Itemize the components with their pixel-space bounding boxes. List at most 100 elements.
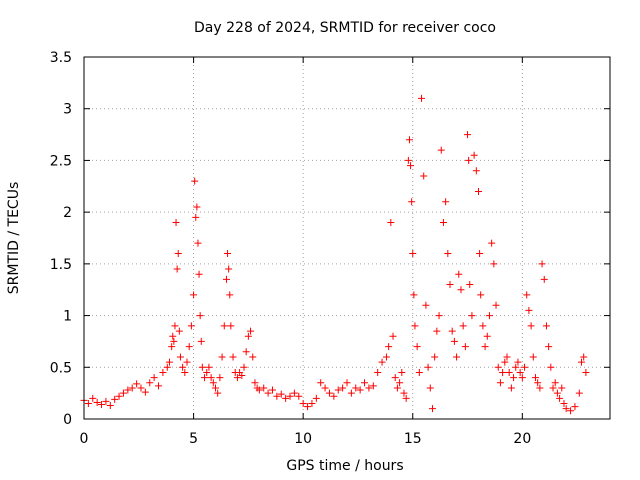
data-point — [137, 384, 145, 392]
data-point — [179, 363, 187, 371]
data-point — [485, 312, 493, 320]
data-point — [396, 379, 404, 387]
data-point — [551, 379, 559, 387]
data-point — [233, 374, 241, 382]
y-tick-label: 3 — [63, 102, 72, 118]
data-point — [466, 281, 474, 289]
data-point — [490, 260, 498, 268]
data-point — [111, 395, 119, 403]
data-point — [185, 343, 193, 351]
data-point — [531, 374, 539, 382]
y-tick-label: 1.5 — [50, 257, 72, 273]
data-point — [503, 353, 511, 361]
data-point — [361, 379, 369, 387]
y-axis-label: SRMTID / TECUs — [6, 182, 22, 295]
data-point — [538, 260, 546, 268]
data-point — [536, 384, 544, 392]
data-point — [242, 348, 250, 356]
data-point — [409, 250, 417, 258]
data-point — [339, 384, 347, 392]
data-point — [216, 374, 224, 382]
data-point — [190, 291, 198, 299]
data-point — [141, 388, 149, 396]
data-point — [450, 337, 458, 345]
data-point — [556, 394, 564, 402]
data-point — [119, 389, 127, 397]
data-point — [540, 275, 548, 283]
data-point — [181, 368, 189, 376]
data-point — [459, 322, 467, 330]
data-point — [422, 301, 430, 309]
data-point — [433, 327, 441, 335]
data-point — [174, 250, 182, 258]
data-point — [187, 322, 195, 330]
data-point — [334, 386, 342, 394]
data-point — [496, 379, 504, 387]
y-tick-label: 1 — [63, 309, 72, 325]
data-point — [385, 343, 393, 351]
data-point — [173, 265, 181, 273]
data-point — [439, 218, 447, 226]
data-point — [224, 250, 232, 258]
data-point — [578, 358, 586, 366]
data-point — [483, 332, 491, 340]
data-point — [150, 374, 158, 382]
data-point — [212, 384, 219, 392]
data-point — [146, 379, 154, 387]
data-point — [159, 368, 167, 376]
data-point — [128, 384, 136, 392]
data-point — [369, 382, 377, 390]
data-point — [407, 162, 415, 170]
data-point — [558, 384, 566, 392]
data-point — [227, 322, 235, 330]
data-point — [317, 379, 325, 387]
data-point — [106, 402, 114, 410]
data-point — [494, 363, 502, 371]
data-point — [525, 306, 533, 314]
data-point — [268, 386, 276, 394]
data-point — [523, 291, 531, 299]
data-point — [299, 399, 307, 407]
data-point — [374, 368, 382, 376]
data-point — [542, 322, 550, 330]
data-point — [207, 374, 215, 382]
data-point — [472, 167, 480, 175]
y-tick-label: 2.5 — [50, 153, 72, 169]
data-point — [240, 363, 248, 371]
data-point — [238, 372, 246, 380]
chart-title: Day 228 of 2024, SRMTID for receiver coc… — [194, 20, 496, 36]
data-point — [400, 389, 408, 397]
data-point — [352, 384, 360, 392]
y-tick-label: 0 — [63, 412, 72, 428]
data-point — [193, 203, 201, 211]
axis-ticks: 0 0.5 1 1.5 2 2.5 3 3.5 0 5 10 15 20 — [50, 50, 610, 447]
data-point — [222, 275, 230, 283]
x-tick-label: 5 — [189, 431, 198, 447]
data-point — [321, 384, 329, 392]
data-point — [264, 389, 272, 397]
data-point — [295, 392, 303, 400]
data-point — [273, 392, 281, 400]
data-point — [183, 358, 191, 366]
data-point — [479, 322, 487, 330]
x-tick-label: 0 — [80, 431, 89, 447]
data-point — [163, 363, 171, 371]
data-point — [529, 353, 537, 361]
data-point — [218, 353, 226, 361]
data-point — [405, 136, 413, 144]
grid-lines — [84, 57, 610, 419]
data-point — [312, 394, 320, 402]
data-point — [93, 398, 101, 406]
data-point — [124, 386, 132, 394]
y-tick-label: 3.5 — [50, 50, 72, 66]
data-point — [203, 368, 211, 376]
data-point — [470, 151, 478, 159]
data-point — [505, 368, 513, 376]
data-point — [192, 213, 200, 221]
data-point — [464, 131, 472, 139]
data-point — [260, 384, 268, 392]
data-point — [545, 343, 553, 351]
data-point — [255, 386, 263, 394]
data-point — [304, 403, 312, 411]
